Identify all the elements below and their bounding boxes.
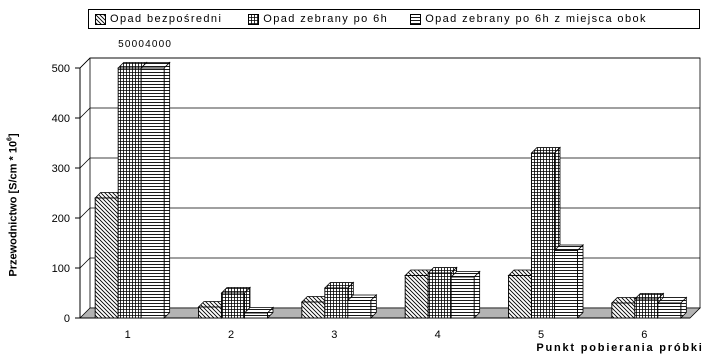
bar-side	[163, 61, 171, 319]
gridline-diagonal	[79, 257, 91, 269]
bar	[657, 302, 682, 319]
bar	[554, 250, 578, 319]
floor	[79, 307, 701, 319]
y-tick-label: 0	[64, 313, 70, 325]
overflow-data-label: 5000	[118, 39, 145, 50]
legend-label-6h-nearby: Opad zebrany po 6h z miejsca obok	[425, 13, 647, 25]
y-tick-label: 400	[52, 113, 70, 125]
legend-label-6h: Opad zebrany po 6h	[263, 13, 389, 25]
bar	[117, 67, 142, 319]
back-wall	[89, 57, 701, 309]
overflow-data-label: 4000	[145, 39, 172, 50]
y-axis-top	[79, 57, 91, 69]
legend-swatch-grid	[248, 13, 260, 25]
bar	[301, 301, 326, 319]
legend: Opad bezpośredni Opad zebrany po 6h Opad…	[88, 9, 700, 29]
bar	[611, 302, 636, 319]
x-tick-label: 4	[435, 329, 441, 341]
x-tick-label: 1	[125, 329, 131, 341]
y-tick-label: 500	[52, 63, 70, 75]
legend-item-direct: Opad bezpośredni	[95, 13, 222, 25]
bar	[404, 275, 429, 319]
legend-item-6h: Opad zebrany po 6h	[248, 13, 388, 25]
legend-swatch-horizontal	[410, 13, 422, 25]
bar	[94, 197, 119, 319]
bar	[508, 275, 532, 319]
bar	[634, 298, 659, 319]
bar	[347, 300, 372, 319]
bar	[427, 272, 452, 319]
chart-text: 0 100 200 300 400 500 1 2 3 4 5 6 5000 4000	[52, 39, 648, 341]
bar	[221, 292, 245, 319]
legend-item-6h-nearby: Opad zebrany po 6h z miejsca obok	[410, 13, 647, 25]
x-axis-title: Punkt pobierania próbki	[536, 342, 704, 354]
bar-side	[577, 244, 584, 319]
legend-swatch-diagonal	[95, 13, 106, 25]
bars	[94, 61, 688, 319]
gridline-diagonal	[79, 157, 91, 169]
y-axis-title: Przewodnictwo [S/cm * 106]	[6, 133, 20, 277]
x-tick-label: 3	[331, 329, 337, 341]
y-tick-label: 100	[52, 263, 70, 275]
bar-side	[473, 270, 481, 319]
y-tick-label: 200	[52, 213, 70, 225]
y-tick-label: 300	[52, 163, 70, 175]
x-tick-label: 6	[641, 329, 647, 341]
x-tick-label: 2	[228, 329, 234, 341]
x-tick-label: 5	[538, 329, 544, 341]
bar	[198, 306, 222, 319]
bar	[140, 67, 165, 319]
plot-floor	[79, 57, 701, 319]
gridline-diagonal	[79, 207, 91, 219]
bar	[324, 287, 349, 319]
legend-label-direct: Opad bezpośredni	[110, 13, 223, 25]
gridline-diagonal	[79, 107, 91, 119]
bar	[531, 152, 555, 319]
y-axis	[75, 57, 690, 319]
bar	[450, 276, 475, 319]
bar	[244, 312, 268, 319]
